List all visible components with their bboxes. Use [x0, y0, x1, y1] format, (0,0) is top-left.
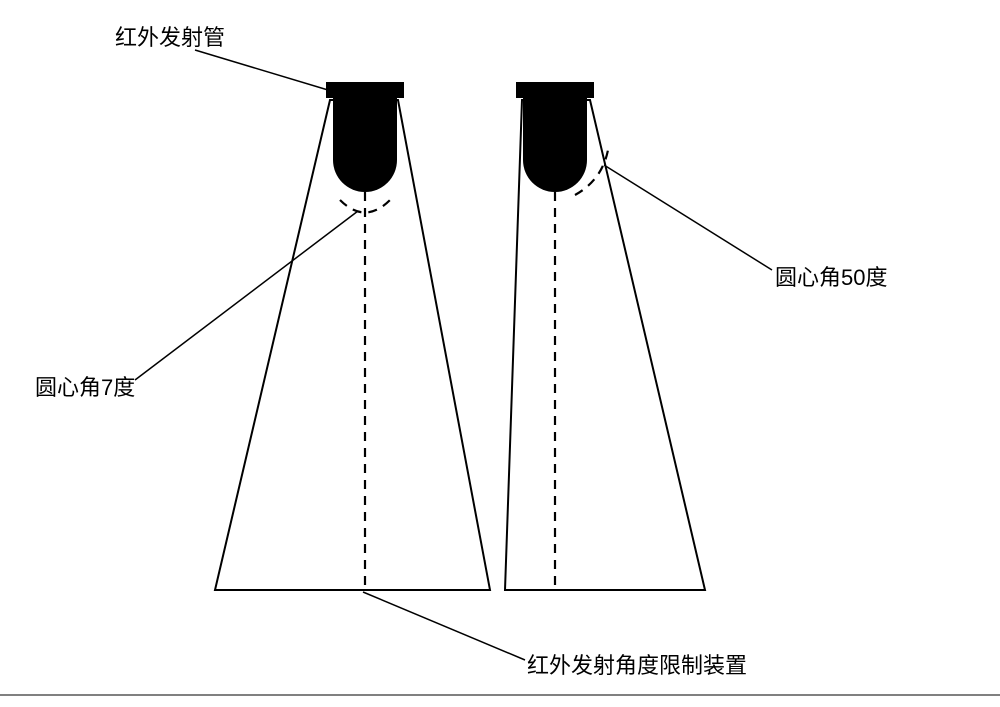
right-led-body: [523, 95, 587, 192]
label-angle50: 圆心角50度: [775, 260, 887, 292]
left-led-body: [333, 95, 397, 192]
label-limiter: 红外发射角度限制装置: [527, 648, 747, 680]
leader-emitter-tube: [195, 50, 328, 90]
leader-angle50: [604, 165, 772, 270]
leader-limiter: [363, 592, 525, 660]
label-emitter-tube: 红外发射管: [115, 20, 225, 52]
leader-angle7: [135, 211, 358, 380]
label-angle7: 圆心角7度: [35, 370, 135, 402]
diagram-canvas: [0, 0, 1000, 707]
